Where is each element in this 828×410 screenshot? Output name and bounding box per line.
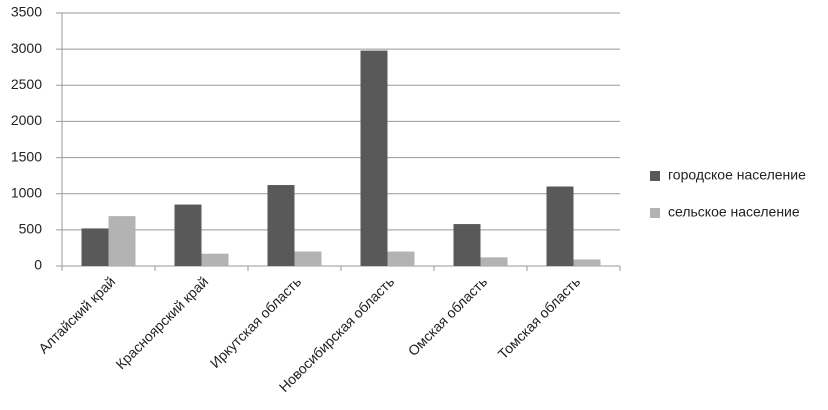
y-tick-label: 2500 bbox=[11, 76, 42, 92]
bar bbox=[201, 253, 229, 266]
x-tick-label: Красноярский край bbox=[112, 273, 211, 372]
bar bbox=[480, 257, 508, 266]
y-tick-label: 1000 bbox=[11, 184, 42, 200]
y-tick-label: 2000 bbox=[11, 112, 42, 128]
x-tick-label: Иркутская область bbox=[207, 273, 305, 371]
bar bbox=[174, 204, 202, 266]
legend-label: сельское население bbox=[668, 204, 800, 220]
y-tick-label: 3000 bbox=[11, 40, 42, 56]
bar bbox=[294, 251, 322, 266]
bar bbox=[546, 186, 574, 266]
legend-label: городское население bbox=[668, 167, 806, 183]
bar bbox=[387, 251, 415, 266]
x-tick-label: Омская область bbox=[405, 273, 491, 359]
y-tick-label: 0 bbox=[34, 257, 42, 273]
y-tick-label: 3500 bbox=[11, 4, 42, 20]
y-tick-label: 1500 bbox=[11, 148, 42, 164]
bar bbox=[573, 259, 601, 266]
bar bbox=[453, 224, 481, 266]
bar bbox=[108, 216, 136, 266]
bar bbox=[81, 228, 109, 266]
legend-swatch bbox=[650, 208, 660, 218]
x-tick-label: Алтайский край bbox=[35, 273, 118, 356]
y-tick-label: 500 bbox=[19, 221, 43, 237]
bar bbox=[360, 50, 388, 267]
legend-swatch bbox=[650, 171, 660, 181]
bar bbox=[267, 185, 295, 266]
x-tick-label: Томская область bbox=[495, 273, 584, 362]
